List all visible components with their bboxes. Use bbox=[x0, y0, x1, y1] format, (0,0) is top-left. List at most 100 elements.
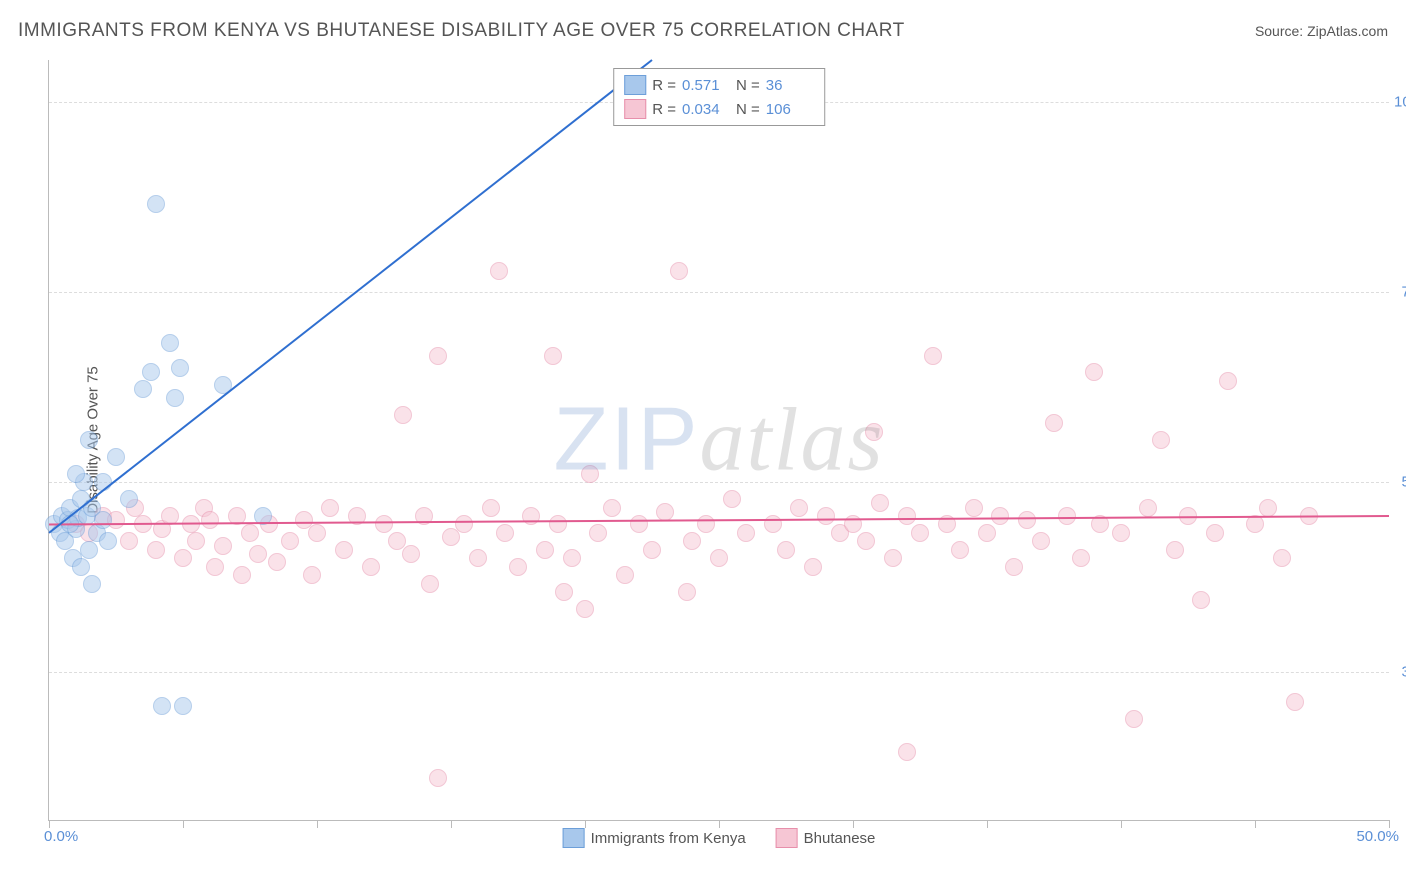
data-point-bhutanese bbox=[670, 262, 688, 280]
data-point-bhutanese bbox=[1246, 515, 1264, 533]
y-tick-label: 55.0% bbox=[1394, 474, 1406, 491]
data-point-bhutanese bbox=[1125, 710, 1143, 728]
data-point-bhutanese bbox=[147, 541, 165, 559]
data-point-bhutanese bbox=[898, 507, 916, 525]
data-point-kenya bbox=[80, 431, 98, 449]
data-point-bhutanese bbox=[421, 575, 439, 593]
data-point-kenya bbox=[80, 541, 98, 559]
data-point-bhutanese bbox=[576, 600, 594, 618]
r-label: R = bbox=[652, 77, 676, 94]
data-point-bhutanese bbox=[1206, 524, 1224, 542]
data-point-kenya bbox=[120, 490, 138, 508]
data-point-bhutanese bbox=[697, 515, 715, 533]
x-tick bbox=[853, 820, 854, 828]
data-point-kenya bbox=[142, 363, 160, 381]
watermark: ZIPatlas bbox=[553, 389, 884, 492]
data-point-bhutanese bbox=[496, 524, 514, 542]
data-point-bhutanese bbox=[536, 541, 554, 559]
data-point-bhutanese bbox=[174, 549, 192, 567]
data-point-kenya bbox=[147, 195, 165, 213]
data-point-bhutanese bbox=[616, 566, 634, 584]
data-point-bhutanese bbox=[817, 507, 835, 525]
y-tick-label: 100.0% bbox=[1394, 94, 1406, 111]
data-point-bhutanese bbox=[549, 515, 567, 533]
data-point-bhutanese bbox=[161, 507, 179, 525]
data-point-bhutanese bbox=[857, 532, 875, 550]
data-point-bhutanese bbox=[710, 549, 728, 567]
data-point-bhutanese bbox=[1072, 549, 1090, 567]
gridline bbox=[49, 672, 1389, 673]
data-point-bhutanese bbox=[563, 549, 581, 567]
data-point-bhutanese bbox=[1179, 507, 1197, 525]
data-point-bhutanese bbox=[1192, 591, 1210, 609]
data-point-bhutanese bbox=[187, 532, 205, 550]
correlation-row-bhutanese: R = 0.034 N = 106 bbox=[624, 97, 814, 121]
data-point-bhutanese bbox=[898, 743, 916, 761]
data-point-bhutanese bbox=[1045, 414, 1063, 432]
x-tick bbox=[317, 820, 318, 828]
r-label: R = bbox=[652, 101, 676, 118]
x-tick bbox=[183, 820, 184, 828]
data-point-kenya bbox=[61, 515, 79, 533]
data-point-bhutanese bbox=[303, 566, 321, 584]
data-point-bhutanese bbox=[683, 532, 701, 550]
swatch-bhutanese bbox=[624, 99, 646, 119]
data-point-bhutanese bbox=[120, 532, 138, 550]
series-legend: Immigrants from Kenya Bhutanese bbox=[563, 828, 876, 848]
data-point-bhutanese bbox=[938, 515, 956, 533]
data-point-bhutanese bbox=[844, 515, 862, 533]
data-point-bhutanese bbox=[1152, 431, 1170, 449]
data-point-bhutanese bbox=[249, 545, 267, 563]
data-point-bhutanese bbox=[1085, 363, 1103, 381]
data-point-kenya bbox=[174, 697, 192, 715]
x-tick bbox=[1121, 820, 1122, 828]
data-point-bhutanese bbox=[630, 515, 648, 533]
correlation-legend: R = 0.571 N = 36 R = 0.034 N = 106 bbox=[613, 68, 825, 126]
data-point-bhutanese bbox=[281, 532, 299, 550]
data-point-bhutanese bbox=[1219, 372, 1237, 390]
data-point-bhutanese bbox=[777, 541, 795, 559]
data-point-bhutanese bbox=[1005, 558, 1023, 576]
data-point-bhutanese bbox=[911, 524, 929, 542]
data-point-bhutanese bbox=[308, 524, 326, 542]
data-point-bhutanese bbox=[581, 465, 599, 483]
swatch-bhutanese bbox=[776, 828, 798, 848]
data-point-bhutanese bbox=[1091, 515, 1109, 533]
data-point-bhutanese bbox=[469, 549, 487, 567]
data-point-kenya bbox=[99, 532, 117, 550]
data-point-bhutanese bbox=[228, 507, 246, 525]
data-point-bhutanese bbox=[375, 515, 393, 533]
x-tick bbox=[1255, 820, 1256, 828]
data-point-bhutanese bbox=[1259, 499, 1277, 517]
data-point-bhutanese bbox=[1018, 511, 1036, 529]
n-label: N = bbox=[736, 101, 760, 118]
data-point-kenya bbox=[161, 334, 179, 352]
legend-label-kenya: Immigrants from Kenya bbox=[591, 830, 746, 847]
swatch-kenya bbox=[563, 828, 585, 848]
data-point-kenya bbox=[214, 376, 232, 394]
data-point-kenya bbox=[254, 507, 272, 525]
data-point-bhutanese bbox=[790, 499, 808, 517]
data-point-bhutanese bbox=[1058, 507, 1076, 525]
data-point-bhutanese bbox=[362, 558, 380, 576]
x-tick bbox=[451, 820, 452, 828]
data-point-bhutanese bbox=[1166, 541, 1184, 559]
data-point-bhutanese bbox=[656, 503, 674, 521]
data-point-bhutanese bbox=[482, 499, 500, 517]
trend-lines bbox=[49, 60, 1389, 820]
data-point-bhutanese bbox=[394, 406, 412, 424]
data-point-bhutanese bbox=[603, 499, 621, 517]
data-point-bhutanese bbox=[643, 541, 661, 559]
data-point-bhutanese bbox=[429, 769, 447, 787]
legend-label-bhutanese: Bhutanese bbox=[804, 830, 876, 847]
gridline bbox=[49, 292, 1389, 293]
data-point-kenya bbox=[83, 575, 101, 593]
data-point-bhutanese bbox=[206, 558, 224, 576]
data-point-kenya bbox=[67, 465, 85, 483]
data-point-bhutanese bbox=[544, 347, 562, 365]
data-point-bhutanese bbox=[884, 549, 902, 567]
swatch-kenya bbox=[624, 75, 646, 95]
x-tick bbox=[49, 820, 50, 828]
legend-item-bhutanese: Bhutanese bbox=[776, 828, 876, 848]
scatter-plot-area: Disability Age Over 75 ZIPatlas R = 0.57… bbox=[48, 60, 1389, 821]
